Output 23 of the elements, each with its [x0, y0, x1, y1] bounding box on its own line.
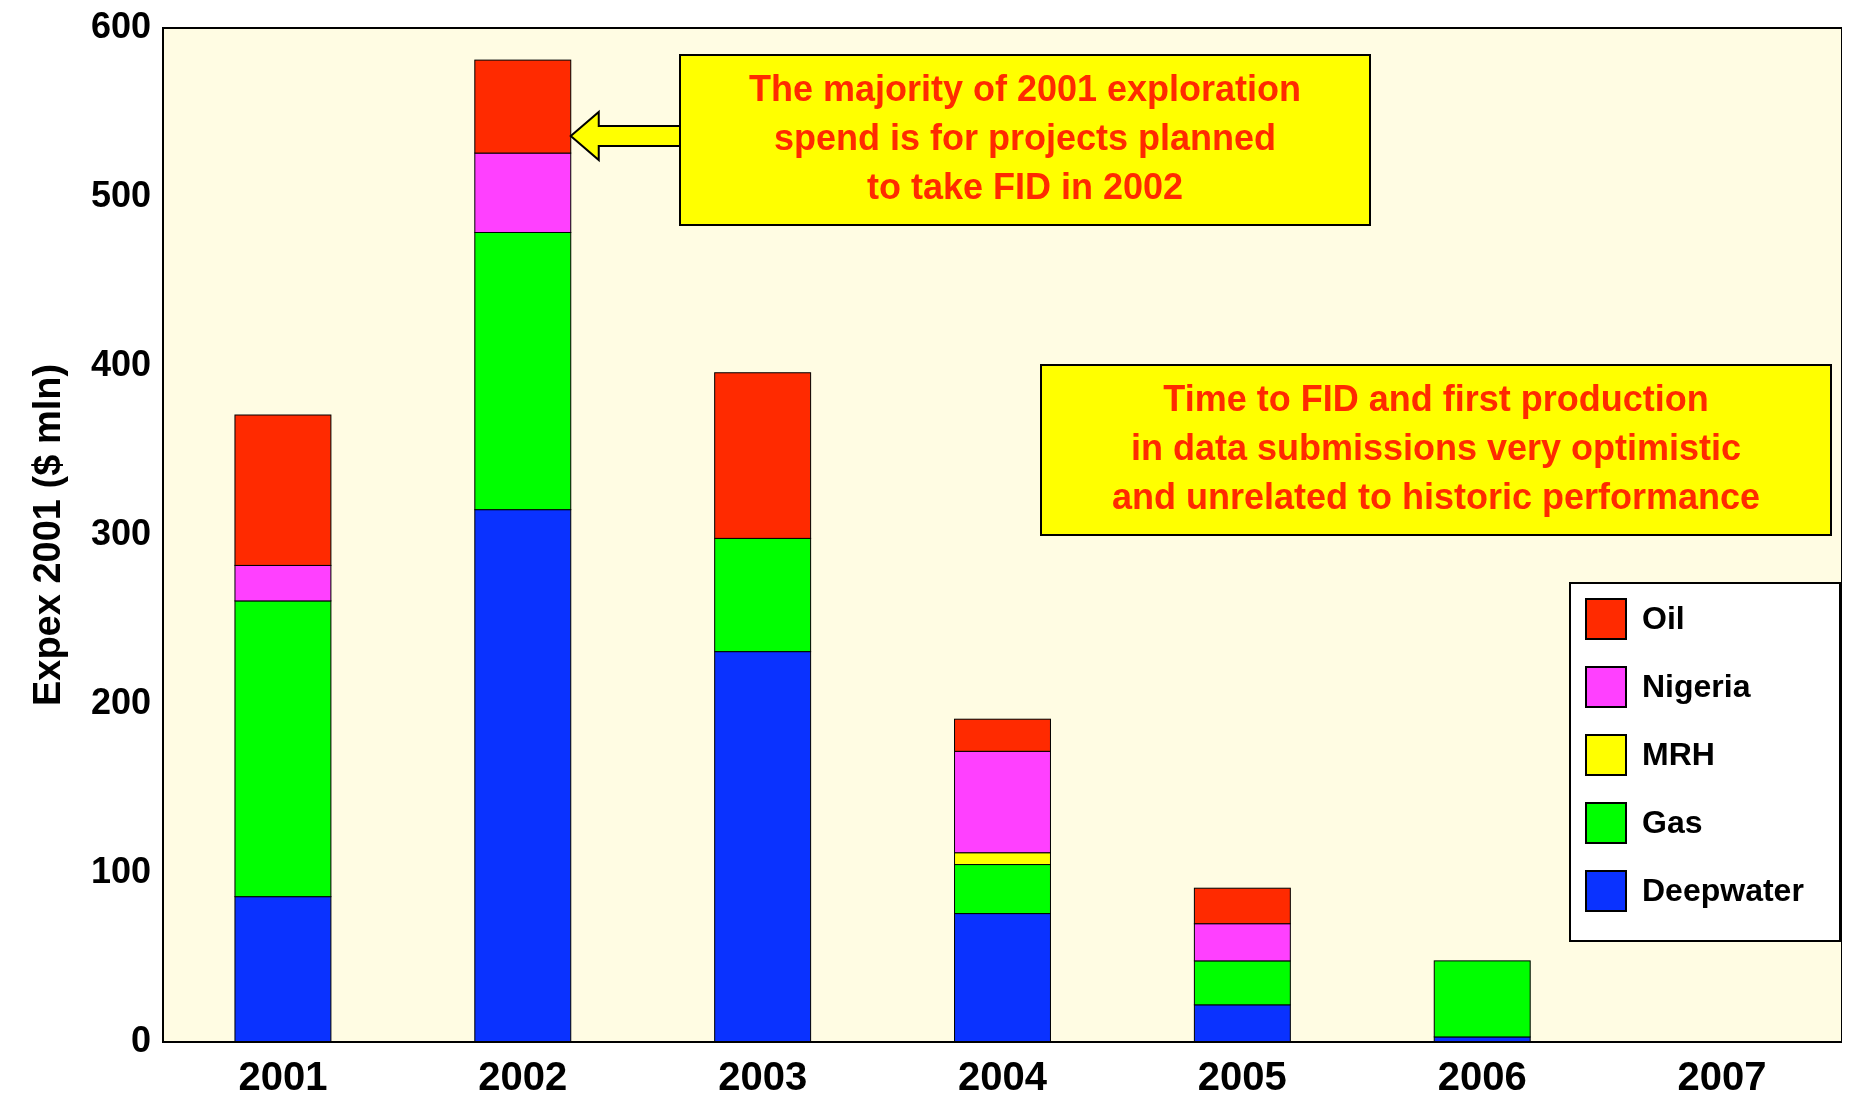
y-axis-title: Expex 2001 ($ mln)	[26, 363, 68, 707]
legend-label: Nigeria	[1642, 668, 1751, 705]
x-tick-label: 2004	[958, 1054, 1048, 1098]
y-tick-label: 200	[90, 680, 151, 722]
legend-label: Oil	[1642, 600, 1685, 637]
y-tick-label: 400	[90, 342, 151, 384]
x-tick-label: 2002	[478, 1054, 568, 1098]
legend-label: MRH	[1642, 736, 1715, 773]
x-tick-label: 2003	[718, 1054, 808, 1098]
y-tick-label: 100	[90, 849, 151, 891]
legend-label: Deepwater	[1642, 872, 1804, 909]
y-tick-label: 0	[130, 1018, 151, 1060]
x-tick-label: 2006	[1437, 1054, 1527, 1098]
annotation: The majority of 2001 exploration spend is for projects planned to take FID in 2002	[748, 67, 1302, 207]
x-tick-label: 2005	[1197, 1054, 1287, 1098]
annotation: Time to FID and first production in data submissions very optimistic and unrelated to historic performance	[1111, 377, 1761, 517]
y-tick-label: 300	[90, 511, 151, 553]
bar	[1433, 960, 1531, 1038]
y-tick-label: 500	[90, 173, 151, 215]
x-tick-label: 2001	[238, 1054, 328, 1098]
x-tick-label: 2007	[1677, 1054, 1767, 1098]
y-tick-label: 600	[90, 4, 151, 46]
legend-label: Gas	[1642, 804, 1703, 841]
